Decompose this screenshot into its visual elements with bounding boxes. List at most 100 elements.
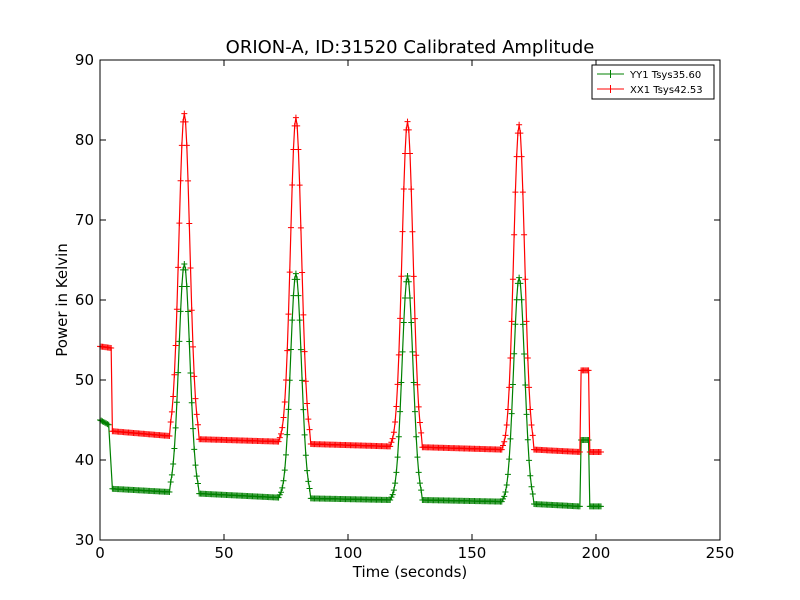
data-point [299,269,306,276]
data-point [300,311,307,318]
x-tick-label: 0 [95,544,105,562]
data-point [516,121,523,128]
x-tick-label: 50 [214,544,233,562]
data-point [498,498,505,505]
data-point [518,153,525,160]
data-point [524,436,531,443]
data-point [585,437,592,443]
y-tick-label: 50 [75,371,94,389]
data-point [192,462,199,469]
data-point [405,126,412,133]
data-point [393,469,400,476]
data-point [404,273,411,279]
data-point [281,399,288,406]
ticks-layer: 0 50 100 150 200 250 30 40 50 60 70 80 90 [75,51,734,562]
data-point [526,384,533,391]
data-point [411,408,418,415]
data-point [297,224,304,231]
data-point [498,446,505,453]
data-point [395,433,402,440]
data-point [168,471,175,478]
data-point [518,296,525,303]
data-point [388,439,395,446]
data-point [175,264,182,271]
data-point [278,489,285,496]
data-point [413,433,420,440]
data-point [504,406,511,413]
data-point [418,429,425,436]
data-point [511,231,518,238]
data-point [294,122,301,129]
data-point [304,400,311,407]
data-point [395,351,402,358]
data-point [397,408,404,415]
y-tick-label: 90 [75,51,94,69]
data-point [284,431,291,438]
data-point [167,418,174,425]
data-point [519,321,526,328]
data-point [287,224,294,231]
data-point [411,315,418,322]
data-point [285,311,292,318]
data-point [181,261,188,267]
data-point [306,426,313,433]
data-point [278,430,285,437]
data-point [305,478,312,485]
data-point [405,278,412,285]
data-point [276,491,283,498]
data-point [295,292,302,299]
data-point [516,274,523,281]
data-point [301,431,308,438]
data-point [500,442,506,449]
data-point [503,422,510,429]
data-point [306,485,313,492]
data-point [281,467,288,474]
data-point [108,345,115,351]
data-point [172,342,179,349]
data-point [297,346,304,353]
data-point [597,449,604,455]
x-tick-label: 250 [706,544,735,562]
data-point [523,411,530,418]
data-point [387,443,394,450]
data-point [511,350,518,357]
data-point [503,482,510,489]
data-point [182,118,189,125]
data-point [193,411,200,418]
data-point [517,130,524,137]
data-point [183,142,190,149]
data-point [283,451,289,458]
x-tick-label: 200 [582,544,611,562]
data-point [507,435,514,442]
data-point [408,319,415,326]
data-point [388,494,395,501]
data-point [279,424,286,431]
chart-title: ORION-A, ID:31520 Calibrated Amplitude [226,37,595,58]
data-point [185,177,192,184]
data-point [172,424,179,431]
data-point [415,469,422,476]
data-point [301,348,308,355]
data-point [399,228,406,235]
data-point [416,419,423,426]
data-point [304,467,311,474]
data-point [519,189,526,196]
y-axis-label: Power in Kelvin [53,243,71,357]
data-point [507,354,514,361]
data-point [522,381,529,388]
data-point [190,425,196,432]
data-point [398,379,405,386]
data-point [177,308,184,315]
data-point [104,421,111,428]
x-axis-label: Time (seconds) [352,563,468,581]
data-point [176,338,183,345]
data-point [506,456,513,463]
y-tick-label: 30 [75,531,94,549]
data-point [188,307,195,314]
data-point [171,445,178,452]
data-point [526,457,533,464]
data-point [409,348,416,355]
data-point [166,489,173,495]
data-point [597,503,604,510]
